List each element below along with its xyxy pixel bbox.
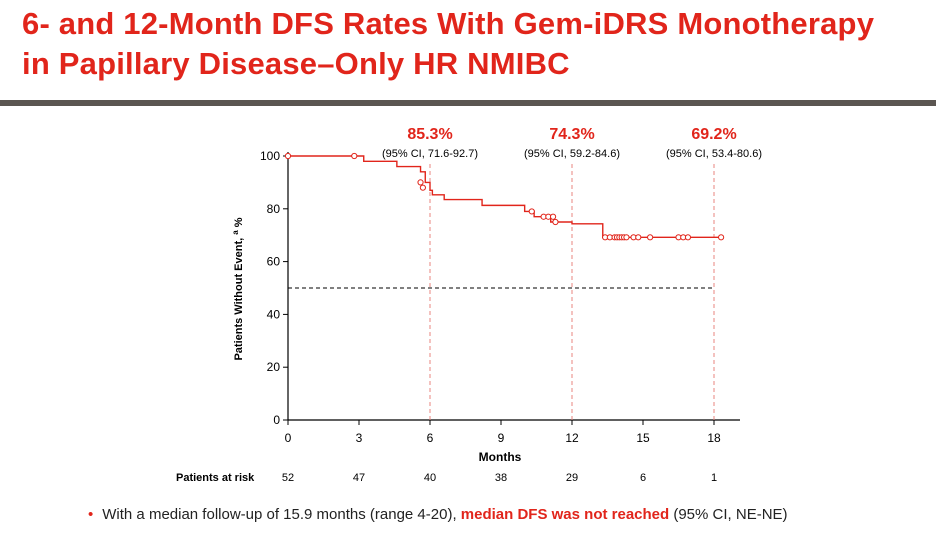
at-risk-value-9: 38: [495, 472, 507, 484]
censor-mark: [351, 152, 358, 160]
landmark-ci-18: (95% CI, 53.4-80.6): [666, 148, 762, 160]
censor-mark: [552, 218, 559, 226]
y-tick-label-60: 60: [267, 255, 281, 269]
slide-title-line-1: 6- and 12-Month DFS Rates With Gem-iDRS …: [22, 6, 875, 41]
censor-mark: [684, 234, 692, 241]
y-tick-label-80: 80: [267, 202, 281, 216]
x-tick-label-15: 15: [636, 431, 650, 445]
slide-title-line-2: in Papillary Disease–Only HR NMIBC: [22, 46, 570, 81]
x-tick-label-0: 0: [285, 431, 292, 445]
title-divider: [0, 100, 936, 106]
y-axis-label: Patients Without Event, a %: [231, 217, 246, 360]
x-tick-label-18: 18: [707, 431, 721, 445]
footnote: • With a median follow-up of 15.9 months …: [88, 506, 928, 523]
y-tick-label-0: 0: [273, 413, 280, 427]
footnote-highlight: median DFS was not reached: [460, 506, 670, 523]
at-risk-value-15: 6: [640, 472, 646, 484]
km-chart: 0 20 40 60 80 100 0 3 6 9 12 15 18 Months Patients Wit…: [176, 126, 762, 484]
x-tick-label-3: 3: [356, 431, 363, 445]
censor-mark: [647, 234, 654, 241]
km-curve: [288, 155, 722, 239]
landmark-ci-12: (95% CI, 59.2-84.6): [524, 148, 620, 160]
landmark-ci-6: (95% CI, 71.6-92.7): [382, 148, 478, 160]
y-tick-label-20: 20: [267, 360, 281, 374]
censor-mark: [284, 152, 292, 160]
censor-mark: [419, 184, 426, 191]
censor-mark: [549, 213, 557, 220]
landmark-rate-12: 74.3%: [549, 126, 594, 143]
slide-title: 6- and 12-Month DFS Rates With Gem-iDRS …: [22, 4, 922, 84]
censor-mark: [528, 208, 535, 215]
at-risk-value-12: 29: [566, 472, 578, 484]
at-risk-value-3: 47: [353, 472, 365, 484]
at-risk-label: Patients at risk: [176, 472, 255, 484]
landmark-rate-6: 85.3%: [407, 126, 452, 143]
footnote-text-after: (95% CI, NE-NE): [669, 506, 788, 523]
censor-mark: [623, 234, 630, 241]
censor-mark: [635, 234, 642, 241]
y-tick-label-40: 40: [267, 307, 281, 321]
y-tick-label-100: 100: [260, 149, 280, 163]
x-tick-label-9: 9: [498, 431, 505, 445]
censor-mark: [718, 234, 725, 241]
at-risk-value-18: 1: [711, 472, 717, 484]
x-tick-label-12: 12: [565, 431, 579, 445]
at-risk-value-6: 40: [424, 472, 436, 484]
bullet-icon: •: [88, 506, 94, 523]
landmark-rate-18: 69.2%: [691, 126, 736, 143]
censor-mark: [417, 179, 424, 186]
x-tick-label-6: 6: [427, 431, 434, 445]
at-risk-value-0: 52: [282, 472, 294, 484]
x-axis-label: Months: [479, 450, 522, 464]
footnote-text-before: With a median follow-up of 15.9 months (…: [102, 506, 461, 523]
